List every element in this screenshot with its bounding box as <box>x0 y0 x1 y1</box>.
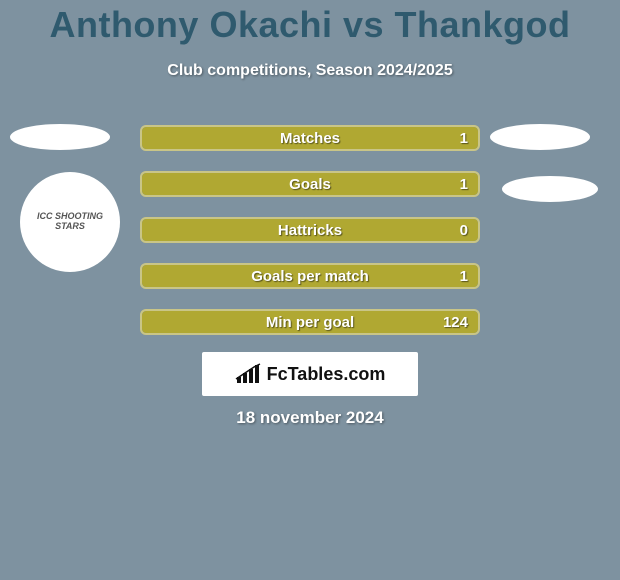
brand-box: FcTables.com <box>202 352 418 396</box>
date-line: 18 november 2024 <box>0 408 620 428</box>
infographic-canvas: Anthony Okachi vs Thankgod Club competit… <box>0 0 620 580</box>
stat-row: Hattricks0 <box>140 217 480 243</box>
stat-value: 1 <box>460 173 468 195</box>
club-logo: ICC SHOOTING STARS <box>20 172 120 272</box>
stat-row: Goals per match1 <box>140 263 480 289</box>
stat-row: Matches1 <box>140 125 480 151</box>
stat-label: Matches <box>142 127 478 149</box>
stat-bars: Matches1Goals1Hattricks0Goals per match1… <box>140 125 480 355</box>
stat-label: Min per goal <box>142 311 478 333</box>
stat-label: Goals per match <box>142 265 478 287</box>
page-subtitle: Club competitions, Season 2024/2025 <box>0 62 620 80</box>
club-logo-text: ICC SHOOTING STARS <box>26 212 114 232</box>
stat-value: 1 <box>460 265 468 287</box>
stat-row: Goals1 <box>140 171 480 197</box>
player-photo-right-1 <box>490 124 590 150</box>
brand-text: FcTables.com <box>267 364 386 385</box>
stat-value: 124 <box>443 311 468 333</box>
stat-label: Goals <box>142 173 478 195</box>
stat-value: 1 <box>460 127 468 149</box>
player-photo-left <box>10 124 110 150</box>
bar-chart-icon <box>235 363 261 385</box>
stat-label: Hattricks <box>142 219 478 241</box>
page-title: Anthony Okachi vs Thankgod <box>0 4 620 46</box>
stat-row: Min per goal124 <box>140 309 480 335</box>
stat-value: 0 <box>460 219 468 241</box>
player-photo-right-2 <box>502 176 598 202</box>
